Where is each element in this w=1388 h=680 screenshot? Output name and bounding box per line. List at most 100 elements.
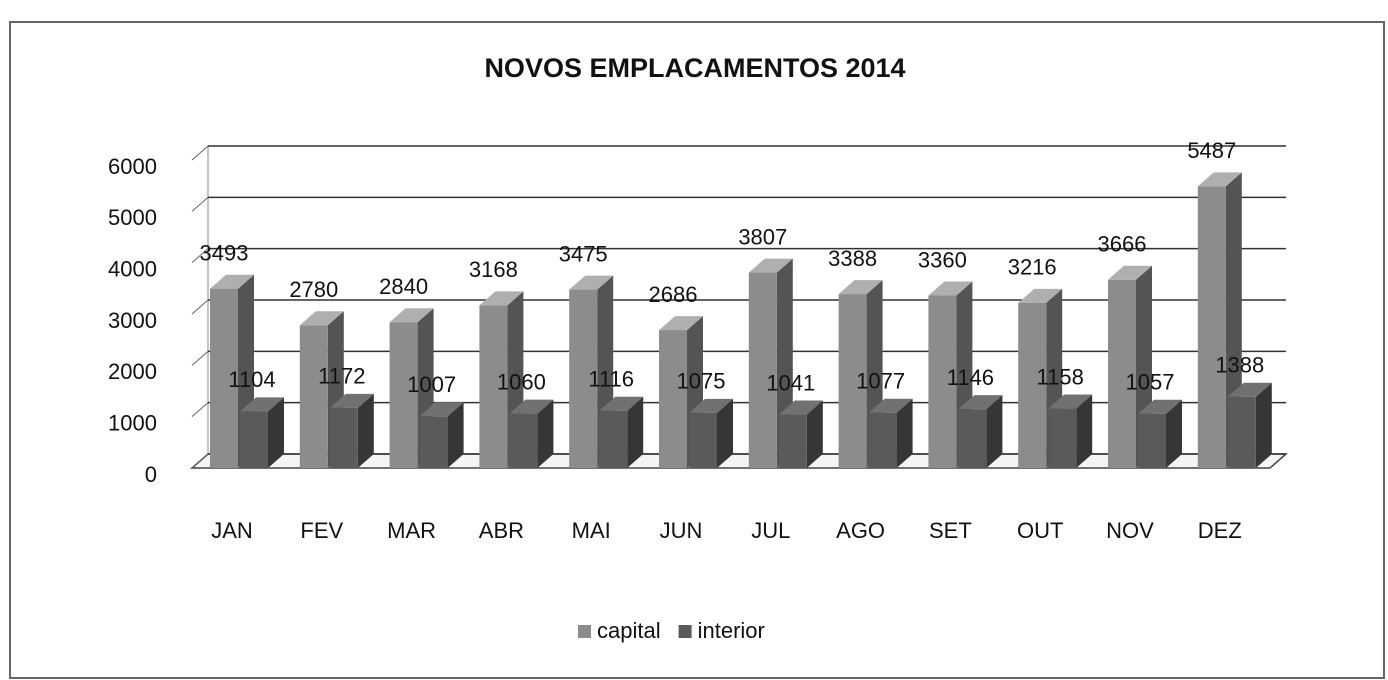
bar [748, 272, 777, 468]
bar [419, 416, 448, 468]
bar-top [509, 399, 554, 414]
bar-top [958, 395, 1003, 410]
y-tick-label: 5000 [108, 205, 157, 230]
bar-top [1227, 382, 1272, 397]
chart-title: NOVOS EMPLACAMENTOS 2014 [484, 53, 905, 83]
legend-swatch [678, 625, 692, 638]
bar-side [537, 399, 554, 468]
value-label: 3168 [469, 257, 518, 282]
bar-top [389, 308, 434, 323]
y-tick-label: 0 [145, 462, 157, 487]
value-label: 2780 [289, 277, 338, 302]
bar [509, 413, 538, 468]
bar [1138, 413, 1166, 468]
value-label: 2686 [649, 282, 698, 307]
bar [389, 322, 418, 468]
bar-top [299, 311, 344, 326]
bar-top [1197, 172, 1242, 187]
grid-side [191, 453, 209, 469]
y-tick-label: 3000 [108, 308, 157, 333]
bar [299, 325, 328, 468]
bar [1227, 396, 1256, 468]
bar [958, 409, 987, 468]
grid-side [191, 299, 209, 315]
bar [240, 411, 268, 468]
bar-top [689, 398, 733, 413]
grid-side [191, 248, 209, 264]
bar-top [1108, 265, 1152, 280]
x-tick-label: AGO [836, 518, 885, 543]
value-label: 1146 [947, 365, 994, 390]
x-tick-label: ABR [479, 518, 524, 543]
bar [689, 412, 717, 468]
value-label: 1075 [677, 369, 726, 394]
bar-side [896, 398, 913, 468]
value-label: 3388 [828, 246, 877, 271]
bar [1108, 279, 1136, 468]
bar-top [1138, 399, 1182, 414]
bar-top [569, 275, 614, 290]
bar [868, 412, 897, 468]
bar [1018, 302, 1047, 468]
bar-top [1018, 288, 1063, 303]
legend-swatch [578, 625, 591, 638]
bar-top [210, 274, 254, 289]
value-label: 1007 [407, 372, 456, 397]
bar-top [838, 280, 883, 295]
value-label: 1057 [1126, 370, 1175, 395]
bar [569, 289, 598, 468]
x-tick-label: FEV [300, 518, 343, 543]
x-tick-label: NOV [1106, 518, 1154, 543]
bar-side [357, 393, 374, 468]
bar-side [1166, 399, 1182, 468]
y-tick-label: 1000 [108, 410, 157, 435]
value-label: 1388 [1215, 353, 1264, 378]
bar-top [329, 393, 374, 408]
x-tick-label: MAI [572, 518, 611, 543]
grid-side [191, 196, 209, 212]
bar [479, 305, 508, 468]
bar-top [928, 281, 973, 296]
bar-top [868, 398, 913, 413]
value-label: 1104 [228, 367, 275, 392]
value-label: 3475 [559, 241, 608, 266]
x-tick-label: MAR [387, 518, 436, 543]
bar [928, 295, 957, 468]
value-label: 1041 [766, 370, 815, 395]
bar-top [748, 258, 793, 273]
y-tick-label: 4000 [108, 256, 157, 281]
bar [778, 414, 807, 468]
bar [1197, 186, 1226, 469]
value-label: 1158 [1037, 364, 1084, 389]
bar-side [806, 400, 823, 468]
grid-side [191, 145, 209, 161]
bar-side [447, 402, 464, 468]
bar-top [479, 291, 524, 306]
legend-label: capital [597, 618, 661, 643]
value-label: 1172 [318, 364, 365, 389]
value-label: 3493 [200, 241, 249, 266]
bar-side [1076, 394, 1093, 468]
bar-top [419, 402, 464, 417]
value-label: 1116 [588, 367, 634, 392]
bar-top [659, 316, 703, 331]
value-label: 1077 [856, 369, 905, 394]
y-tick-label: 2000 [108, 359, 157, 384]
grid-side [191, 402, 209, 418]
bar [838, 294, 867, 468]
bar [659, 330, 687, 468]
x-tick-label: JAN [211, 518, 253, 543]
value-label: 1060 [497, 369, 546, 394]
value-label: 3807 [738, 224, 787, 249]
value-label: 3216 [1008, 255, 1057, 280]
bar [1048, 408, 1077, 468]
value-label: 2840 [379, 274, 428, 299]
bar-side [268, 397, 284, 468]
bar-side [1255, 382, 1272, 468]
x-tick-label: JUL [751, 518, 790, 543]
bar-side [627, 396, 644, 468]
bar-side [986, 395, 1003, 468]
bar-top [599, 396, 644, 411]
bar [329, 407, 358, 468]
